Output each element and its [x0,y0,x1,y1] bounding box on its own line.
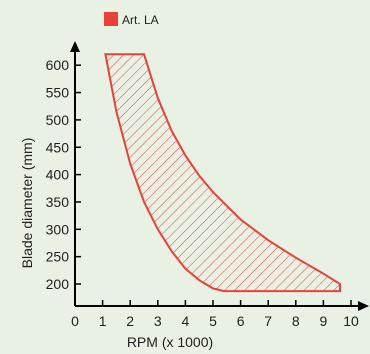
y-tick-label-400: 400 [46,167,70,183]
x-tick-label-1: 1 [99,313,107,329]
y-ticks: 200 250 300 350 400 450 500 550 600 [46,57,81,292]
y-tick-label-300: 300 [46,221,70,237]
y-tick-label-600: 600 [46,57,70,73]
x-tick-label-4: 4 [182,313,190,329]
y-tick-label-450: 450 [46,139,70,155]
y-tick-label-250: 250 [46,249,70,265]
x-tick-label-5: 5 [209,313,217,329]
x-tick-label-7: 7 [264,313,272,329]
x-ticks: 0 1 2 3 4 5 6 7 8 9 10 [71,300,359,329]
x-tick-label-0: 0 [71,313,79,329]
y-tick-label-500: 500 [46,112,70,128]
y-axis-arrow [70,41,80,52]
x-tick-label-10: 10 [343,313,359,329]
legend-label: Art. LA [122,13,159,27]
y-axis-label: Blade diameter (mm) [19,138,35,269]
x-axis-label: RPM (x 1000) [127,334,213,350]
x-axis-arrow [358,301,369,311]
y-tick-label-200: 200 [46,276,70,292]
legend: Art. LA [104,12,159,27]
x-tick-label-6: 6 [237,313,245,329]
x-tick-label-9: 9 [320,313,328,329]
series-band-art-la [104,53,341,293]
x-tick-label-8: 8 [292,313,300,329]
legend-swatch [104,12,118,26]
x-tick-label-3: 3 [154,313,162,329]
y-tick-label-550: 550 [46,85,70,101]
plot-area [104,53,341,293]
x-tick-label-2: 2 [126,313,134,329]
y-tick-label-350: 350 [46,194,70,210]
